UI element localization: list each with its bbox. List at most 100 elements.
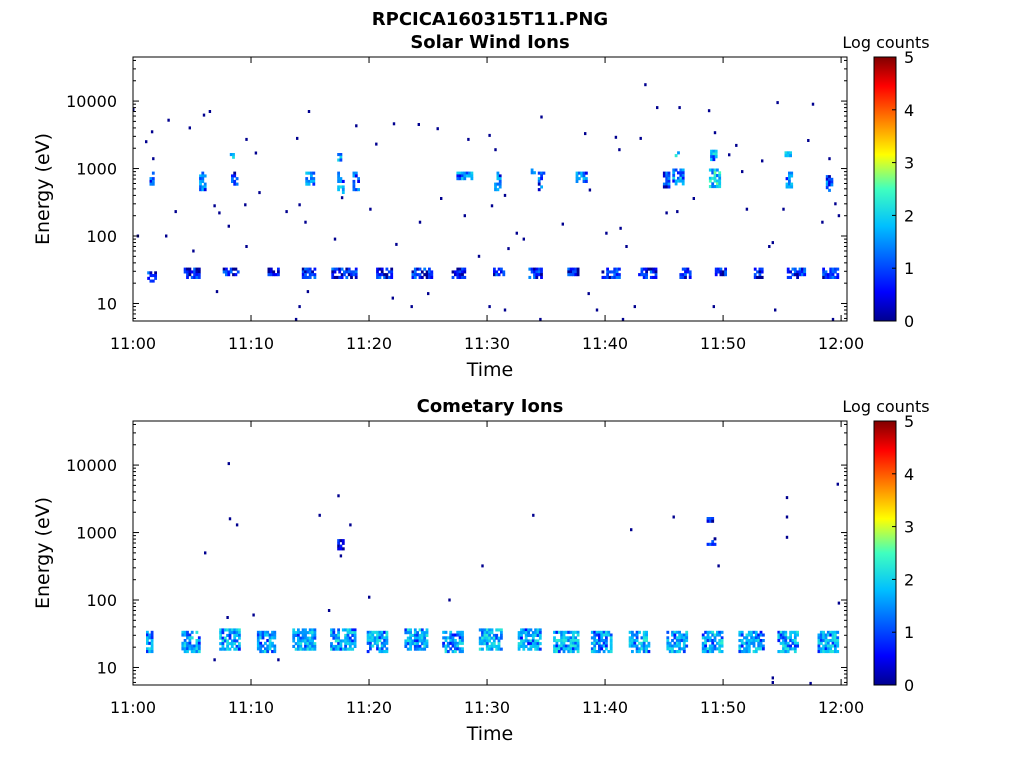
count-bin: [154, 271, 157, 275]
count-bin: [610, 275, 614, 279]
count-bin: [387, 275, 391, 279]
count-bin: [647, 644, 651, 648]
count-bin: [266, 639, 270, 643]
count-bin: [418, 636, 422, 640]
count-bin: [449, 630, 453, 634]
count-bin: [685, 633, 689, 637]
count-bin: [354, 171, 358, 175]
count-bin: [495, 273, 499, 277]
count-bin: [222, 270, 226, 274]
count-bin: [304, 273, 307, 277]
count-bin: [555, 650, 559, 654]
count-bin: [311, 628, 314, 632]
count-bin: [796, 633, 799, 637]
count-bin: [183, 650, 187, 654]
count-bin: [201, 174, 205, 178]
count-bin: [404, 631, 408, 635]
count-bin: [784, 633, 788, 637]
count-point: [165, 234, 168, 238]
count-bin: [297, 636, 300, 640]
count-point: [621, 317, 625, 321]
count-bin: [784, 636, 788, 640]
count-bin: [747, 641, 751, 645]
count-bin: [598, 647, 601, 651]
count-bin: [577, 171, 581, 175]
count-bin: [271, 650, 274, 654]
count-bin: [679, 171, 683, 175]
count-bin: [598, 636, 601, 640]
count-bin: [738, 639, 742, 643]
count-point: [213, 204, 216, 208]
count-bin: [292, 631, 296, 635]
count-bin: [366, 641, 370, 645]
count-bin: [221, 631, 225, 635]
count-bin: [605, 639, 608, 643]
count-point: [785, 496, 789, 500]
count-bin: [193, 275, 196, 279]
count-bin: [186, 275, 189, 279]
count-bin: [576, 641, 580, 645]
count-bin: [540, 275, 543, 279]
count-bin: [633, 641, 637, 645]
count-bin: [758, 267, 762, 271]
count-bin: [681, 275, 685, 279]
count-bin: [404, 642, 408, 646]
count-point: [768, 245, 771, 248]
count-bin: [520, 631, 523, 635]
count-bin: [332, 633, 336, 637]
count-bin: [478, 636, 482, 640]
count-bin: [485, 644, 489, 648]
count-bin: [822, 630, 825, 634]
count-bin: [671, 647, 674, 651]
count-bin: [724, 267, 727, 271]
count-bin: [557, 650, 561, 654]
count-bin: [151, 177, 155, 181]
count-bin: [481, 647, 484, 651]
count-bin: [605, 641, 608, 645]
count-bin: [418, 644, 422, 648]
count-bin: [557, 644, 561, 648]
count-bin: [346, 639, 350, 643]
count-bin: [297, 639, 300, 643]
count-bin: [662, 174, 666, 178]
count-bin: [562, 630, 566, 634]
count-bin: [306, 267, 310, 271]
count-bin: [605, 647, 608, 651]
count-bin: [645, 636, 648, 640]
count-bin: [201, 179, 205, 183]
count-point: [785, 515, 789, 519]
count-bin: [713, 647, 717, 651]
count-bin: [299, 644, 303, 648]
count-bin: [631, 639, 634, 643]
count-point: [588, 188, 592, 192]
count-bin: [442, 630, 445, 634]
count-bin: [385, 267, 389, 271]
count-point: [477, 254, 481, 258]
count-bin: [383, 275, 386, 279]
count-bin: [233, 636, 237, 640]
count-bin: [339, 185, 343, 189]
count-bin: [645, 644, 648, 648]
count-bin: [483, 633, 487, 637]
count-bin: [754, 639, 758, 643]
count-bin: [193, 270, 196, 274]
count-bin: [416, 639, 419, 643]
count-bin: [346, 633, 350, 637]
count-point: [204, 551, 207, 555]
count-bin: [750, 630, 753, 634]
count-bin: [186, 644, 189, 648]
count-bin: [301, 631, 305, 635]
count-bin: [522, 642, 526, 646]
count-bin: [704, 630, 707, 634]
count-bin: [299, 636, 303, 640]
count-point: [490, 204, 494, 208]
count-bin: [468, 174, 471, 178]
count-bin: [784, 650, 788, 654]
count-bin: [535, 270, 539, 274]
count-bin: [221, 644, 225, 648]
count-bin: [600, 644, 604, 648]
count-bin: [146, 647, 149, 651]
count-bin: [628, 639, 632, 643]
count-bin: [711, 176, 715, 180]
count-bin: [829, 650, 833, 654]
